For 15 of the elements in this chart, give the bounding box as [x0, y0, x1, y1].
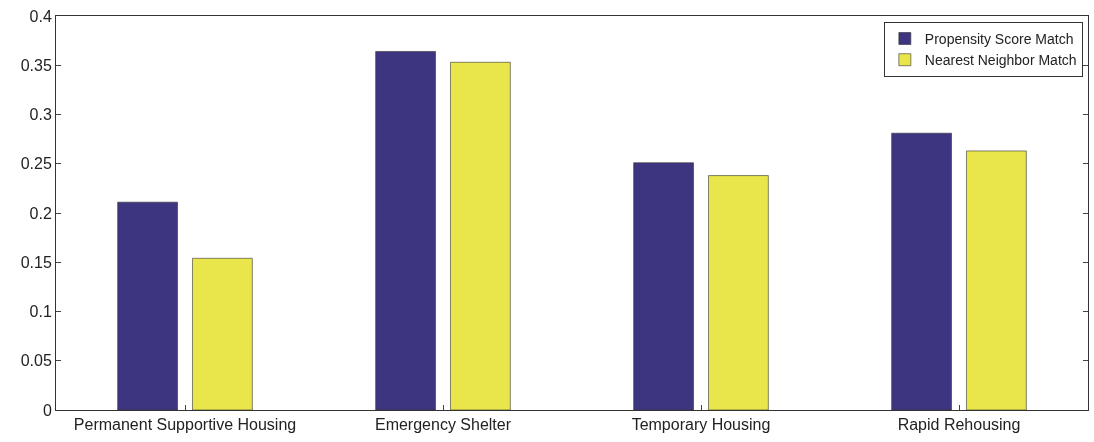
- y-tick-label: 0.05: [20, 352, 52, 370]
- y-tick-label: 0.35: [20, 56, 52, 74]
- legend-label: Propensity Score Match: [924, 30, 1074, 47]
- y-tick-label: 0.2: [29, 204, 52, 222]
- x-tick-label: Rapid Rehousing: [897, 416, 1021, 434]
- y-tick-label: 0: [42, 401, 52, 419]
- x-tick-label: Emergency Shelter: [374, 416, 512, 434]
- x-tick-label: Permanent Supportive Housing: [73, 416, 297, 434]
- y-tick-label: 0.25: [20, 155, 52, 173]
- x-tick-label: Temporary Housing: [631, 416, 771, 434]
- legend-label: Nearest Neighbor Match: [924, 52, 1077, 69]
- y-tick-label: 0.15: [20, 253, 52, 271]
- y-tick-label: 0.4: [29, 7, 52, 25]
- y-tick-label: 0.3: [29, 106, 52, 124]
- y-tick-label: 0.1: [29, 303, 52, 321]
